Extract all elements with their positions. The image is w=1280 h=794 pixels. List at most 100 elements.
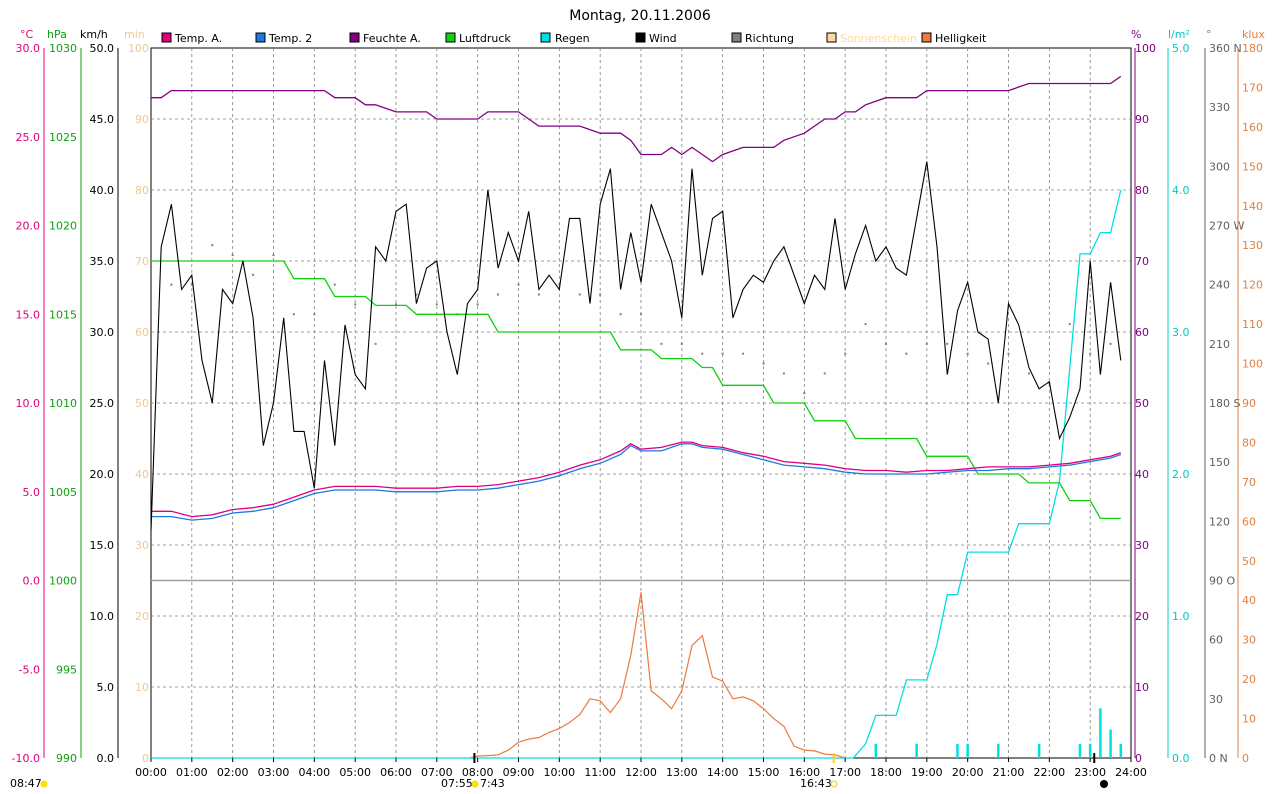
- time-label: 20:00: [952, 766, 984, 779]
- direction-point: [1089, 352, 1092, 355]
- tick-label-sun: 50: [135, 397, 149, 410]
- tick-label-humidity: 10: [1135, 681, 1149, 694]
- tick-label-wind: 35.0: [90, 255, 115, 268]
- direction-point: [1007, 352, 1010, 355]
- legend-item-wind[interactable]: Wind: [635, 32, 677, 45]
- direction-point: [987, 362, 990, 365]
- tick-label-wind: 40.0: [90, 184, 115, 197]
- legend-label-regen: Regen: [555, 32, 590, 45]
- tick-label-direction: 270 W: [1209, 220, 1244, 233]
- tick-label-direction: 330: [1209, 101, 1230, 114]
- unit-label-temp: °C: [20, 28, 34, 41]
- time-label: 23:00: [1074, 766, 1106, 779]
- time-label: 22:00: [1033, 766, 1065, 779]
- legend-item-temp-2[interactable]: Temp. 2: [255, 32, 312, 45]
- legend-item-sonnenschein[interactable]: Sonnenschein: [826, 32, 917, 45]
- unit-label-direction: °: [1206, 28, 1212, 41]
- tick-label-pressure: 1005: [49, 486, 77, 499]
- unit-label-rain: l/m²: [1168, 28, 1190, 41]
- tick-label-direction: 0 N: [1209, 752, 1228, 765]
- tick-label-light: 180: [1242, 42, 1263, 55]
- sunrise-time-secondary: 7:43: [480, 777, 505, 790]
- tick-label-light: 120: [1242, 279, 1263, 292]
- direction-point: [660, 342, 663, 345]
- legend-item-helligkeit[interactable]: Helligkeit: [921, 32, 987, 45]
- tick-label-humidity: 70: [1135, 255, 1149, 268]
- tick-label-sun: 90: [135, 113, 149, 126]
- tick-label-direction: 90 O: [1209, 575, 1235, 588]
- tick-label-light: 50: [1242, 555, 1256, 568]
- tick-label-sun: 100: [128, 42, 149, 55]
- tick-label-temp: 15.0: [16, 308, 41, 321]
- legend-label-feuchte: Feuchte A.: [363, 32, 421, 45]
- tick-label-light: 170: [1242, 81, 1263, 94]
- legend-swatch-wind: [635, 32, 646, 43]
- direction-point: [742, 352, 745, 355]
- chart-title: Montag, 20.11.2006: [569, 8, 711, 24]
- time-label: 09:00: [503, 766, 535, 779]
- direction-point: [599, 293, 602, 296]
- direction-point: [1109, 342, 1112, 345]
- legend-item-feuchte[interactable]: Feuchte A.: [349, 32, 421, 45]
- unit-label-humidity: %: [1131, 28, 1141, 41]
- legend-swatch-temp-a: [161, 32, 172, 43]
- tick-label-direction: 300: [1209, 160, 1230, 173]
- legend-label-temp-a: Temp. A.: [174, 32, 222, 45]
- direction-point: [701, 352, 704, 355]
- unit-label-wind: km/h: [80, 28, 108, 41]
- tick-label-wind: 30.0: [90, 326, 115, 339]
- tick-label-pressure: 990: [56, 752, 77, 765]
- direction-point: [190, 283, 193, 286]
- tick-label-rain: 5.0: [1172, 42, 1190, 55]
- time-label: 05:00: [339, 766, 371, 779]
- tick-label-sun: 0: [142, 752, 149, 765]
- tick-label-pressure: 1010: [49, 397, 77, 410]
- time-label: 14:00: [707, 766, 739, 779]
- tick-label-light: 100: [1242, 358, 1263, 371]
- tick-label-sun: 70: [135, 255, 149, 268]
- tick-label-sun: 40: [135, 468, 149, 481]
- direction-point: [803, 392, 806, 395]
- tick-label-humidity: 20: [1135, 610, 1149, 623]
- time-label: 15:00: [748, 766, 780, 779]
- time-label: 06:00: [380, 766, 412, 779]
- tick-label-direction: 60: [1209, 634, 1223, 647]
- legend-item-richtung[interactable]: Richtung: [731, 32, 794, 45]
- tick-label-pressure: 1000: [49, 575, 77, 588]
- tick-label-direction: 30: [1209, 693, 1223, 706]
- direction-point: [905, 352, 908, 355]
- sunrise-sun-icon: [471, 780, 479, 788]
- direction-point: [170, 283, 173, 286]
- tick-label-temp: 20.0: [16, 220, 41, 233]
- direction-point: [1068, 323, 1071, 326]
- direction-point: [885, 342, 887, 345]
- time-label: 11:00: [584, 766, 616, 779]
- tick-label-light: 140: [1242, 200, 1263, 213]
- time-label: 03:00: [258, 766, 290, 779]
- legend-swatch-helligkeit: [921, 32, 932, 43]
- tick-label-temp: 30.0: [16, 42, 41, 55]
- moon-icon: [40, 780, 48, 788]
- legend-item-regen[interactable]: Regen: [540, 32, 590, 45]
- legend-label-wind: Wind: [649, 32, 677, 45]
- direction-point: [680, 342, 683, 345]
- direction-point: [415, 293, 418, 296]
- direction-point: [558, 283, 561, 286]
- direction-point: [946, 342, 949, 345]
- time-label: 02:00: [217, 766, 249, 779]
- legend: Temp. A. Temp. 2 Feuchte A. Luftdruck Re…: [161, 32, 987, 45]
- tick-label-humidity: 40: [1135, 468, 1149, 481]
- direction-point: [292, 313, 295, 316]
- time-label: 04:00: [298, 766, 330, 779]
- time-label: 17:00: [829, 766, 861, 779]
- tick-label-light: 130: [1242, 239, 1263, 252]
- tick-label-temp: 10.0: [16, 397, 41, 410]
- legend-swatch-sonnenschein: [826, 32, 837, 43]
- legend-item-luftdruck[interactable]: Luftdruck: [445, 32, 511, 45]
- tick-label-direction: 360 N: [1209, 42, 1242, 55]
- tick-label-wind: 20.0: [90, 468, 115, 481]
- legend-item-temp-a[interactable]: Temp. A.: [161, 32, 222, 45]
- direction-point: [925, 342, 928, 345]
- direction-point: [252, 273, 255, 276]
